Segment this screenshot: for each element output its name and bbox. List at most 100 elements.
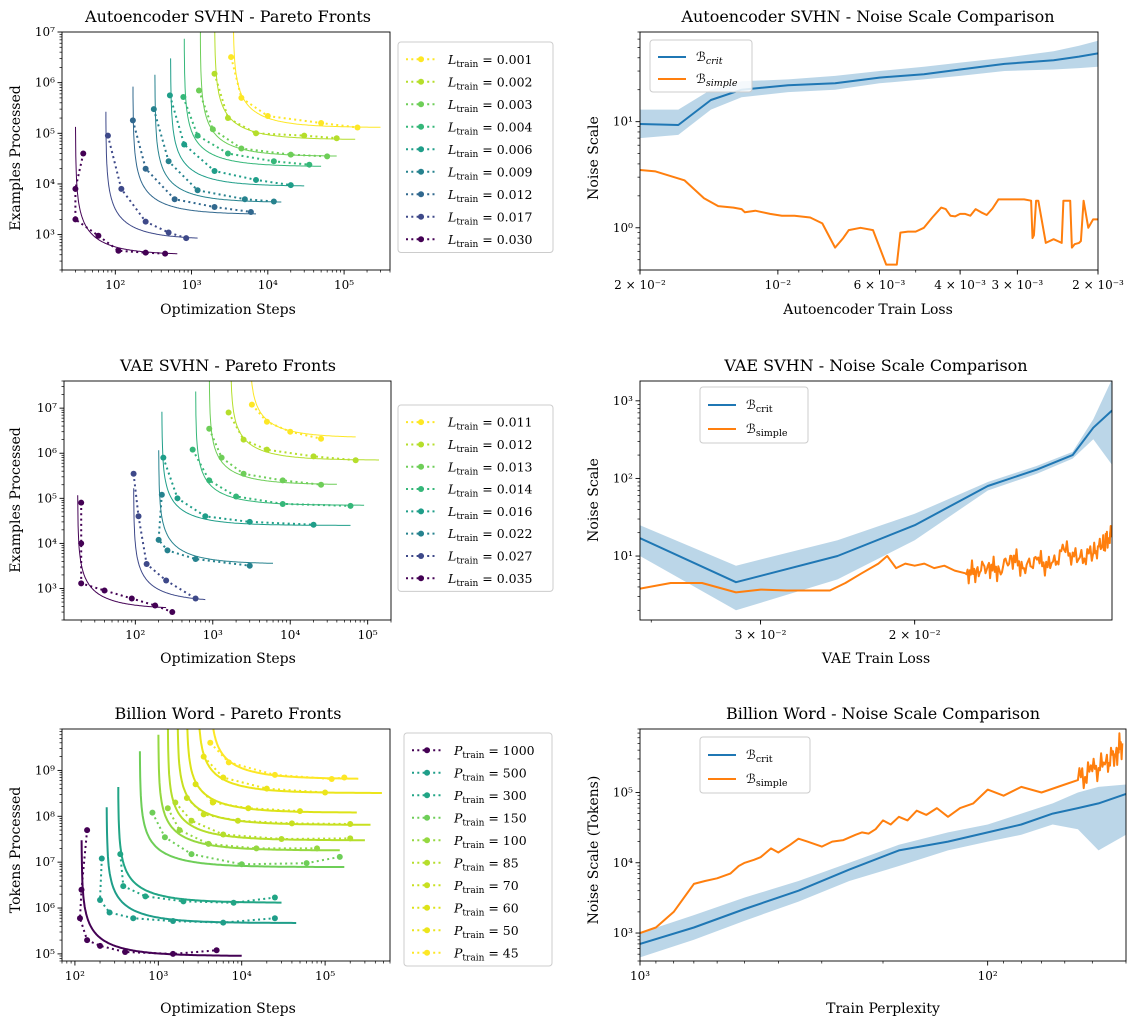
data-point xyxy=(200,753,207,760)
plot-area xyxy=(72,32,381,257)
data-point xyxy=(287,151,294,158)
y-tick-label: 10⁵ xyxy=(37,491,57,505)
legend-label: ℬcrit xyxy=(746,397,773,415)
axes-frame xyxy=(639,728,1127,962)
data-point xyxy=(225,759,232,766)
chart-title: Autoencoder SVHN - Noise Scale Compariso… xyxy=(680,7,1054,26)
data-point xyxy=(341,774,348,781)
data-point xyxy=(130,470,137,477)
legend-marker xyxy=(424,882,430,889)
y-tick-label: 10³ xyxy=(613,394,633,408)
measured-line xyxy=(162,457,314,526)
y-tick-label: 10⁰ xyxy=(613,221,633,235)
x-tick-label: 10⁴ xyxy=(280,628,300,642)
y-tick-label: 10⁸ xyxy=(35,809,55,823)
chart-billion-word-noise-scale: Billion Word - Noise Scale Comparison Tr… xyxy=(586,704,1127,1017)
data-point xyxy=(253,130,260,137)
legend-frame xyxy=(397,404,554,592)
axes-frame xyxy=(639,380,1113,621)
data-point xyxy=(118,185,125,192)
data-point xyxy=(78,540,85,547)
measured-line xyxy=(208,428,322,486)
legend-frame xyxy=(397,41,554,253)
data-point xyxy=(200,811,207,818)
data-point xyxy=(263,418,270,425)
data-point xyxy=(234,817,241,824)
legend-marker xyxy=(424,814,430,821)
x-axis-label: Train Perplexity xyxy=(826,1001,940,1017)
chart-vae-noise-scale: VAE SVHN - Noise Scale Comparison VAE Tr… xyxy=(586,356,1113,667)
data-point xyxy=(279,477,286,484)
data-point xyxy=(230,899,237,906)
data-point xyxy=(155,536,162,543)
y-tick-label: 10⁹ xyxy=(35,763,55,777)
legend-marker xyxy=(418,168,424,175)
measured-line xyxy=(74,153,166,255)
data-point xyxy=(115,247,122,254)
data-point xyxy=(172,799,179,806)
data-point xyxy=(228,54,235,61)
y-tick-label: 10¹ xyxy=(613,549,633,563)
data-point xyxy=(211,204,218,211)
measured-line xyxy=(174,801,351,841)
axes-frame xyxy=(63,380,392,621)
legend-marker xyxy=(424,792,430,799)
x-tick-label: 3 × 10⁻² xyxy=(735,628,787,642)
axes-frame xyxy=(61,31,391,271)
data-point xyxy=(303,860,310,867)
fit-curve xyxy=(212,729,359,780)
fit-curve xyxy=(251,381,356,438)
x-axis-label: Optimization Steps xyxy=(160,302,296,318)
measured-line xyxy=(230,56,358,129)
series-line xyxy=(640,525,1112,594)
legend-marker xyxy=(418,575,424,582)
legend-label: Ltrain = 0.003 xyxy=(447,97,533,115)
data-point xyxy=(128,595,135,602)
fit-curve xyxy=(117,787,282,904)
legend-marker xyxy=(424,927,430,934)
legend-label: Ltrain = 0.001 xyxy=(447,52,533,70)
data-point xyxy=(246,562,253,569)
x-tick-label: 4 × 10⁻³ xyxy=(934,278,986,292)
data-point xyxy=(101,587,108,594)
legend-marker xyxy=(418,123,424,130)
legend-frame xyxy=(403,732,553,967)
data-point xyxy=(152,602,159,609)
fit-curve xyxy=(176,729,371,826)
measured-line xyxy=(194,783,301,813)
legend: Ltrain = 0.001 Ltrain = 0.002 Ltrain = 0.0… xyxy=(397,41,554,253)
data-point xyxy=(270,158,277,165)
measured-line xyxy=(198,90,328,158)
data-point xyxy=(78,499,85,506)
measured-line xyxy=(227,412,356,462)
plot-area xyxy=(77,381,379,616)
data-point xyxy=(97,942,104,949)
data-point xyxy=(130,915,137,922)
data-point xyxy=(220,831,227,838)
fit-curve xyxy=(80,840,242,957)
y-axis-label: Noise Scale (Tokens) xyxy=(586,776,602,925)
data-point xyxy=(278,835,285,842)
data-point xyxy=(318,481,325,488)
data-point xyxy=(120,883,127,890)
fit-curve xyxy=(77,495,167,609)
minor-ticks xyxy=(61,380,392,623)
data-point xyxy=(194,132,201,139)
data-point xyxy=(163,577,170,584)
legend-label: Ltrain = 0.022 xyxy=(447,526,533,544)
fit-curve xyxy=(170,58,305,187)
legend: Ptrain = 1000 Ptrain = 500 Ptrain = 300 Ptr… xyxy=(403,732,553,967)
x-tick-label: 10³ xyxy=(203,628,223,642)
legend-marker xyxy=(418,530,424,537)
measured-line xyxy=(251,403,322,440)
data-point xyxy=(192,595,199,602)
data-point xyxy=(164,547,171,554)
data-point xyxy=(164,805,171,812)
legend-label: ℬcrit xyxy=(696,49,723,67)
legend-label: Ltrain = 0.002 xyxy=(447,74,533,92)
legend-label: Ltrain = 0.012 xyxy=(447,437,533,455)
data-point xyxy=(270,198,277,205)
data-point xyxy=(310,521,317,528)
data-point xyxy=(142,165,149,172)
